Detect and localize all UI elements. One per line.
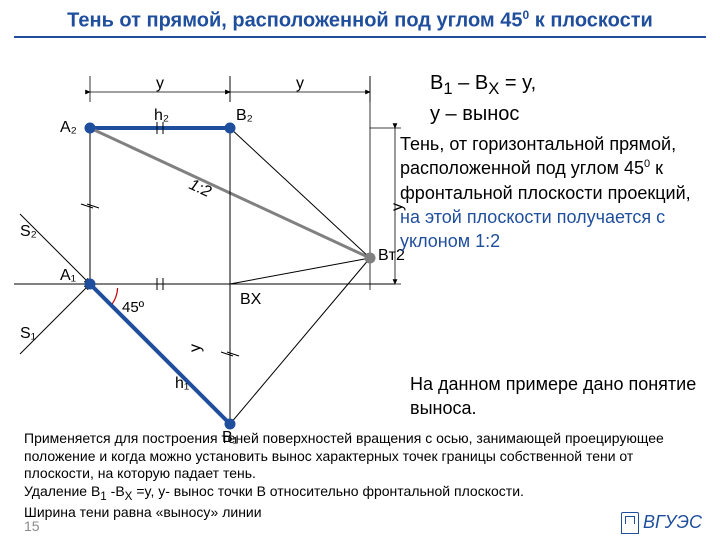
svg-text:B₂: B₂: [236, 107, 253, 124]
logo: ВГУЭС: [621, 512, 702, 534]
svg-text:1:2: 1:2: [186, 176, 213, 201]
formula-block: B1 – BX = y, y – вынос: [430, 70, 536, 128]
svg-text:y: y: [187, 344, 204, 352]
bottom-notes: Применяется для построения теней поверхн…: [24, 430, 704, 521]
slide-title: Тень от прямой, расположенной под углом …: [0, 8, 720, 33]
svg-text:y: y: [156, 75, 164, 92]
slide-number: 15: [24, 518, 40, 534]
svg-text:h₁: h₁: [175, 375, 189, 392]
logo-text: ВГУЭС: [643, 512, 702, 532]
explanation-paragraph: Тень, от горизонтальной прямой, располож…: [400, 132, 710, 253]
svg-text:S₁: S₁: [20, 325, 36, 342]
svg-text:A₁: A₁: [60, 267, 76, 284]
svg-text:h₂: h₂: [154, 107, 169, 124]
geometry-diagram: yyy45ºS₂S₁yA₂B₂h₂h₁A₁B₁BXBт21:2: [0, 36, 420, 446]
svg-text:y: y: [296, 75, 304, 92]
svg-text:A₂: A₂: [60, 119, 77, 136]
svg-text:BX: BX: [240, 291, 262, 308]
logo-emblem-icon: [621, 512, 639, 534]
example-sentence: На данном примере дано понятие выноса.: [410, 372, 710, 421]
svg-text:45º: 45º: [122, 299, 145, 316]
svg-text:S₂: S₂: [20, 223, 37, 240]
